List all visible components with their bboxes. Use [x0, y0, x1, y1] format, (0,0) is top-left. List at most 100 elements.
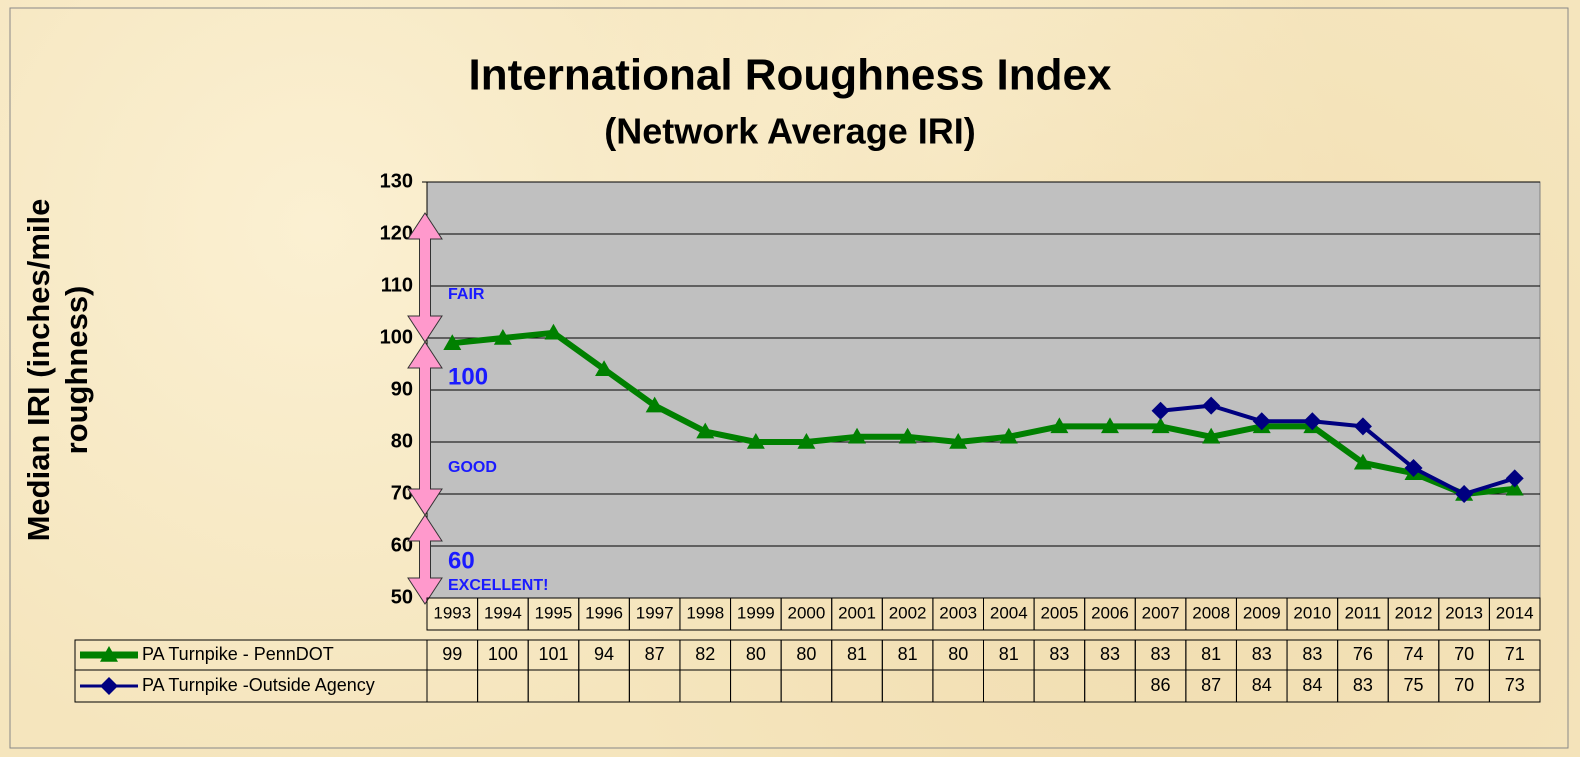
- data-point: [898, 427, 917, 444]
- table-cell: [679, 669, 732, 703]
- x-tick-label: 2000: [788, 603, 826, 622]
- table-value: 83: [1100, 644, 1120, 664]
- table-value: 83: [1151, 644, 1171, 664]
- data-point: [645, 396, 664, 413]
- data-point: [1505, 469, 1524, 488]
- table-cell: [477, 669, 529, 703]
- series-line: [1160, 403, 1516, 496]
- table-value: 94: [594, 644, 614, 664]
- data-point: [1353, 453, 1372, 470]
- x-tick-label: 1996: [585, 603, 623, 622]
- annotation: GOOD: [448, 459, 497, 476]
- table-value: 84: [1252, 675, 1272, 695]
- legend-label: PA Turnpike - PennDOT: [142, 644, 334, 664]
- table-value: 82: [695, 644, 715, 664]
- table-cell: [932, 669, 985, 703]
- x-tick-label: 1999: [737, 603, 775, 622]
- x-tick-label: 1997: [636, 603, 674, 622]
- table-value: 70: [1454, 644, 1474, 664]
- data-point: [1353, 417, 1372, 436]
- annotation: EXCELLENT!: [448, 577, 548, 594]
- data-point: [999, 427, 1018, 444]
- table-value: 84: [1302, 675, 1322, 695]
- x-tick-label: 2004: [990, 603, 1028, 622]
- data-point: [797, 433, 816, 449]
- x-tick-label: 2002: [889, 603, 927, 622]
- table-value: 74: [1404, 644, 1424, 664]
- table-cell: [527, 669, 580, 703]
- x-tick-label: 1993: [433, 603, 471, 622]
- data-point: [746, 433, 765, 449]
- table-cell: [1084, 669, 1136, 703]
- annotation: 60: [448, 547, 475, 574]
- table-cell: [426, 669, 479, 703]
- x-tick-label: 2012: [1395, 603, 1433, 622]
- x-tick-label: 1994: [484, 603, 522, 622]
- data-point: [1455, 485, 1474, 503]
- y-axis-title: Median IRI (inches/mile roughness): [21, 198, 94, 542]
- x-tick-label: 2010: [1293, 603, 1331, 622]
- chart-title: International Roughness Index: [469, 51, 1112, 100]
- table-value: 83: [1252, 644, 1272, 664]
- x-tick-label: 1995: [535, 603, 573, 622]
- table-value: 80: [746, 644, 766, 664]
- data-point: [493, 329, 512, 345]
- table-value: 73: [1505, 675, 1525, 695]
- table-cell: [1033, 669, 1086, 703]
- x-tick-label: 2008: [1192, 603, 1230, 622]
- chart-subtitle: (Network Average IRI): [604, 111, 975, 152]
- table-cell: [881, 669, 934, 703]
- x-tick-label: 2006: [1091, 603, 1129, 622]
- table-value: 71: [1505, 644, 1525, 664]
- x-tick-label: 1998: [686, 603, 724, 622]
- data-point: [949, 433, 968, 449]
- data-point: [1151, 401, 1170, 420]
- y-tick-label: 100: [380, 326, 413, 348]
- table-cell: [628, 669, 681, 703]
- series: [1151, 396, 1524, 503]
- data-point: [1303, 412, 1322, 431]
- x-tick-label: 2001: [838, 603, 876, 622]
- frame: [9, 7, 1569, 749]
- table-cell: [1488, 597, 1541, 631]
- data-point: [696, 422, 715, 439]
- table-value: 70: [1454, 675, 1474, 695]
- table-value: 83: [1353, 675, 1373, 695]
- y-tick-label: 80: [391, 430, 413, 452]
- legend-marker: [100, 677, 118, 695]
- annotation: FAIR: [448, 286, 485, 303]
- x-tick-label: 2013: [1445, 603, 1483, 622]
- x-tick-label: 2014: [1496, 603, 1534, 622]
- table-value: 75: [1404, 675, 1424, 695]
- table-value: 99: [442, 644, 462, 664]
- data-point: [1100, 417, 1119, 434]
- data-point: [1202, 396, 1221, 415]
- x-tick-label: 2007: [1142, 603, 1180, 622]
- table-value: 81: [1201, 644, 1221, 664]
- data-point: [443, 334, 462, 350]
- table-value: 86: [1151, 675, 1171, 695]
- data-point: [595, 360, 614, 376]
- table-cell: [831, 669, 883, 703]
- x-tick-label: 2009: [1243, 603, 1281, 622]
- data-point: [544, 323, 563, 340]
- x-tick-label: 2005: [1040, 603, 1078, 622]
- y-tick-label: 120: [380, 222, 413, 244]
- range-arrow: [407, 514, 443, 605]
- series-line: [451, 329, 1516, 497]
- table-value: 100: [488, 644, 518, 664]
- table-value: 87: [1201, 675, 1221, 695]
- table-value: 101: [538, 644, 568, 664]
- annotation: 100: [448, 363, 488, 390]
- legend-label: PA Turnpike -Outside Agency: [142, 675, 375, 695]
- table-cell: [578, 669, 630, 703]
- table-cell: [780, 669, 833, 703]
- data-point: [1505, 479, 1524, 496]
- table-value: 81: [847, 644, 867, 664]
- table-cell: [983, 669, 1035, 703]
- table-value: 87: [645, 644, 665, 664]
- y-tick-label: 90: [391, 378, 413, 400]
- table-cell: [730, 669, 782, 703]
- data-point: [848, 427, 867, 444]
